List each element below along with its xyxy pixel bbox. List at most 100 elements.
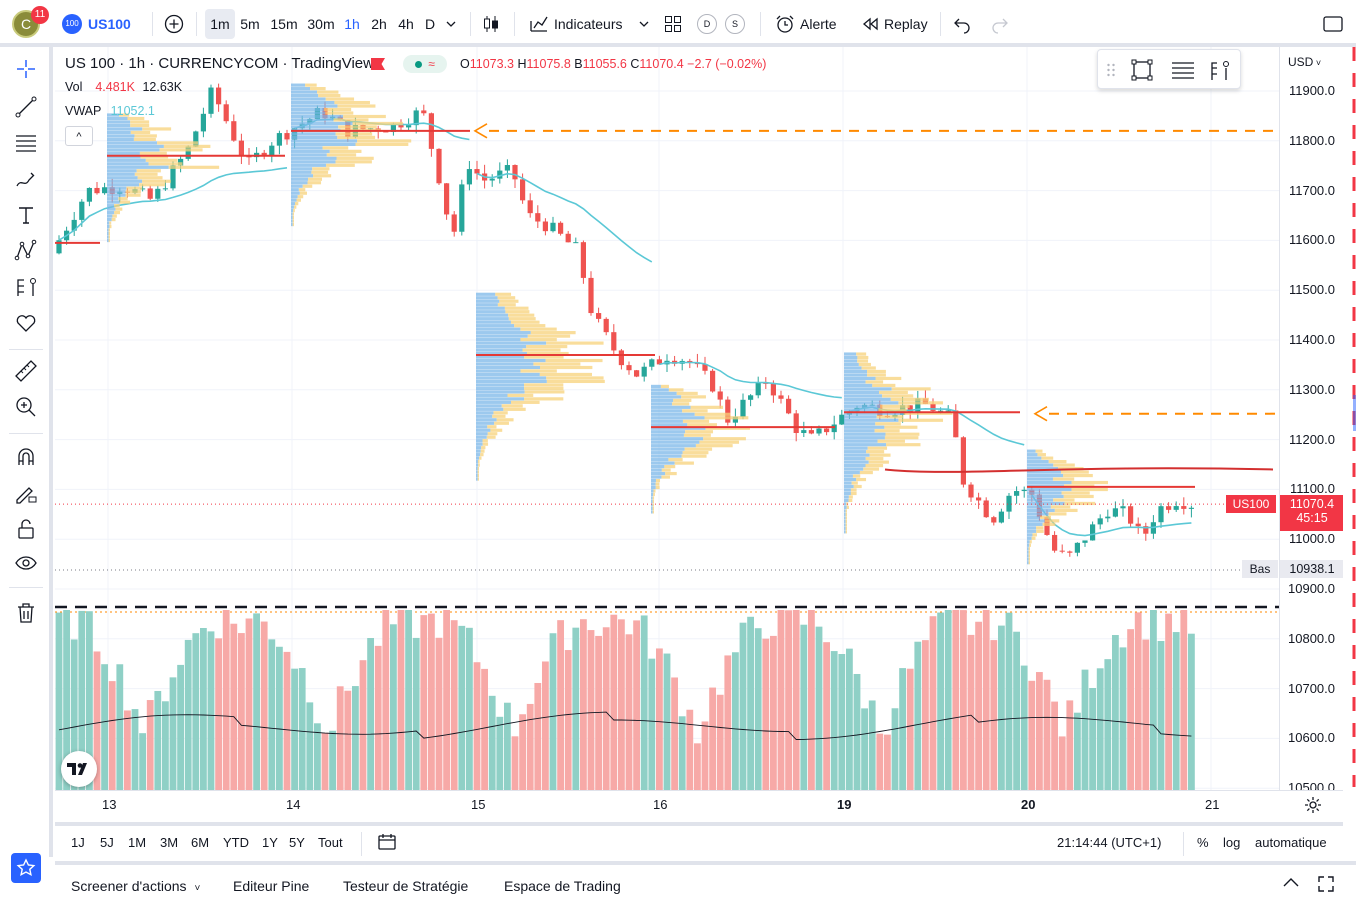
fib-lines-icon[interactable] <box>1170 58 1196 82</box>
timeframe-4h[interactable]: 4h <box>398 16 414 32</box>
fullscreen-layout-button[interactable] <box>1322 9 1344 39</box>
timeframe-2h[interactable]: 2h <box>371 16 387 32</box>
settings-button[interactable] <box>1303 795 1323 820</box>
drag-handle-icon[interactable] <box>1106 62 1116 78</box>
timeframe-5m[interactable]: 5m <box>240 16 260 32</box>
rectangle-icon[interactable] <box>1130 58 1154 82</box>
text-tool[interactable] <box>10 199 42 231</box>
undo-button[interactable] <box>952 9 972 39</box>
measure-tool[interactable] <box>10 355 42 387</box>
layouts-button[interactable] <box>664 9 682 39</box>
profile-bar-up <box>844 495 849 499</box>
forecast-tool[interactable] <box>10 271 42 303</box>
price-label: 11800.0 <box>1288 132 1335 148</box>
tradingview-logo[interactable] <box>61 751 97 787</box>
timeframe-d[interactable]: D <box>424 16 436 32</box>
volume-bar <box>108 681 116 790</box>
redo-button[interactable] <box>990 9 1010 39</box>
range-3m[interactable]: 3M <box>160 835 179 850</box>
currency-selector[interactable]: USD ˅ <box>1288 55 1321 69</box>
volume-bar <box>846 648 853 790</box>
stay-drawing-tool[interactable] <box>10 477 42 509</box>
tab-pine-editor[interactable]: Editeur Pine <box>233 878 310 894</box>
timeframe-1h[interactable]: 1h <box>344 16 360 32</box>
profile-bar-down <box>292 215 294 220</box>
badge-d[interactable]: D <box>697 14 717 34</box>
profile-bar-down <box>694 412 731 416</box>
indicators-dropdown[interactable] <box>637 9 651 39</box>
watchlist-star-button[interactable] <box>11 853 41 883</box>
percent-toggle[interactable]: % <box>1197 835 1209 850</box>
trendline-tool[interactable] <box>10 91 42 123</box>
symbol-search[interactable]: 100 US100 <box>62 9 131 39</box>
symbol-price-tag: US100 <box>1226 495 1276 513</box>
alert-button[interactable]: Alerte <box>774 9 837 39</box>
chart-pane[interactable]: US 100 · 1h · CURRENCYCOM · TradingView … <box>55 47 1279 790</box>
profile-bar-down <box>1028 554 1030 558</box>
timeframe-1m[interactable]: 1m <box>205 9 235 39</box>
range-1m[interactable]: 1M <box>128 835 147 850</box>
chart-canvas[interactable] <box>55 47 1279 790</box>
candle-body <box>398 123 404 128</box>
forecast-icon[interactable] <box>1208 58 1232 82</box>
goto-date-button[interactable] <box>377 832 397 857</box>
profile-bar-up <box>1027 453 1038 457</box>
tab-trading-panel[interactable]: Espace de Trading <box>504 878 621 894</box>
flag-icon[interactable] <box>371 58 385 70</box>
time-scale[interactable]: 13 14 15 16 19 20 21 <box>55 790 1343 818</box>
badge-s[interactable]: S <box>725 14 745 34</box>
legend-collapse-button[interactable]: ^ <box>65 126 93 146</box>
favorites-tool[interactable] <box>10 307 42 339</box>
profile-bar-down <box>326 163 355 167</box>
add-symbol-button[interactable] <box>163 9 185 39</box>
chart-type-button[interactable] <box>480 9 502 39</box>
range-5y[interactable]: 5Y <box>289 835 305 850</box>
timeframe-30m[interactable]: 30m <box>307 16 335 32</box>
auto-toggle[interactable]: automatique <box>1255 835 1327 850</box>
indicators-button[interactable]: Indicateurs <box>528 9 622 39</box>
profile-bar-down <box>481 446 486 450</box>
hide-tool[interactable] <box>10 547 42 579</box>
volume-bar <box>534 682 542 790</box>
range-1j[interactable]: 1J <box>71 835 85 850</box>
volume-bar <box>1165 613 1172 790</box>
replay-button[interactable]: Replay <box>860 9 928 39</box>
tab-screener[interactable]: Screener d'actions ˅ <box>71 878 200 894</box>
fib-tool[interactable] <box>10 127 42 159</box>
zoom-tool[interactable] <box>10 391 42 423</box>
maximize-panel-button[interactable] <box>1317 875 1335 898</box>
profile-bar-up <box>291 219 293 223</box>
timeframe-15m[interactable]: 15m <box>270 16 298 32</box>
tab-strategy-tester[interactable]: Testeur de Stratégie <box>343 878 469 894</box>
brush-tool[interactable] <box>10 163 42 195</box>
crosshair-tool[interactable] <box>10 53 42 85</box>
vol-value-2: 12.63K <box>142 80 183 94</box>
profile-bar-up <box>291 174 314 178</box>
remove-tool[interactable] <box>10 597 42 629</box>
range-ytd[interactable]: YTD <box>223 835 249 850</box>
volume-bar <box>78 610 86 790</box>
profile-bar-down <box>508 317 536 321</box>
profile-bar-down <box>134 172 158 176</box>
range-all[interactable]: Tout <box>318 835 343 850</box>
collapse-panel-button[interactable] <box>1281 875 1301 896</box>
range-5j[interactable]: 5J <box>100 835 114 850</box>
volume-bar <box>1036 672 1043 790</box>
profile-bar-up <box>476 296 498 300</box>
gear-icon <box>1305 797 1321 813</box>
market-status[interactable]: ≈ <box>403 55 447 73</box>
log-toggle[interactable]: log <box>1223 835 1241 850</box>
clock[interactable]: 21:14:44 (UTC+1) <box>1057 835 1162 850</box>
candle-body <box>56 240 62 254</box>
profile-bar-down <box>865 457 884 461</box>
pattern-tool[interactable] <box>10 235 42 267</box>
profile-bar-up <box>291 139 358 143</box>
candle-body <box>907 405 913 412</box>
price-scale[interactable]: USD ˅ 11900.0 11800.0 11700.0 11600.0 11500.… <box>1226 47 1344 795</box>
magnet-tool[interactable] <box>10 441 42 473</box>
chart-title[interactable]: US 100 · 1h · CURRENCYCOM · TradingView <box>65 55 374 72</box>
lock-tool[interactable] <box>10 513 42 545</box>
range-1y[interactable]: 1Y <box>262 835 278 850</box>
range-6m[interactable]: 6M <box>191 835 210 850</box>
timeframe-dropdown[interactable] <box>444 9 458 39</box>
